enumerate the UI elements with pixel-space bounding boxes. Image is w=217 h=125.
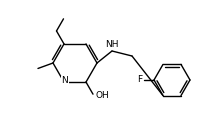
Text: F: F bbox=[137, 76, 142, 84]
Text: NH: NH bbox=[105, 40, 119, 49]
Text: N: N bbox=[62, 76, 68, 85]
Text: OH: OH bbox=[95, 91, 109, 100]
